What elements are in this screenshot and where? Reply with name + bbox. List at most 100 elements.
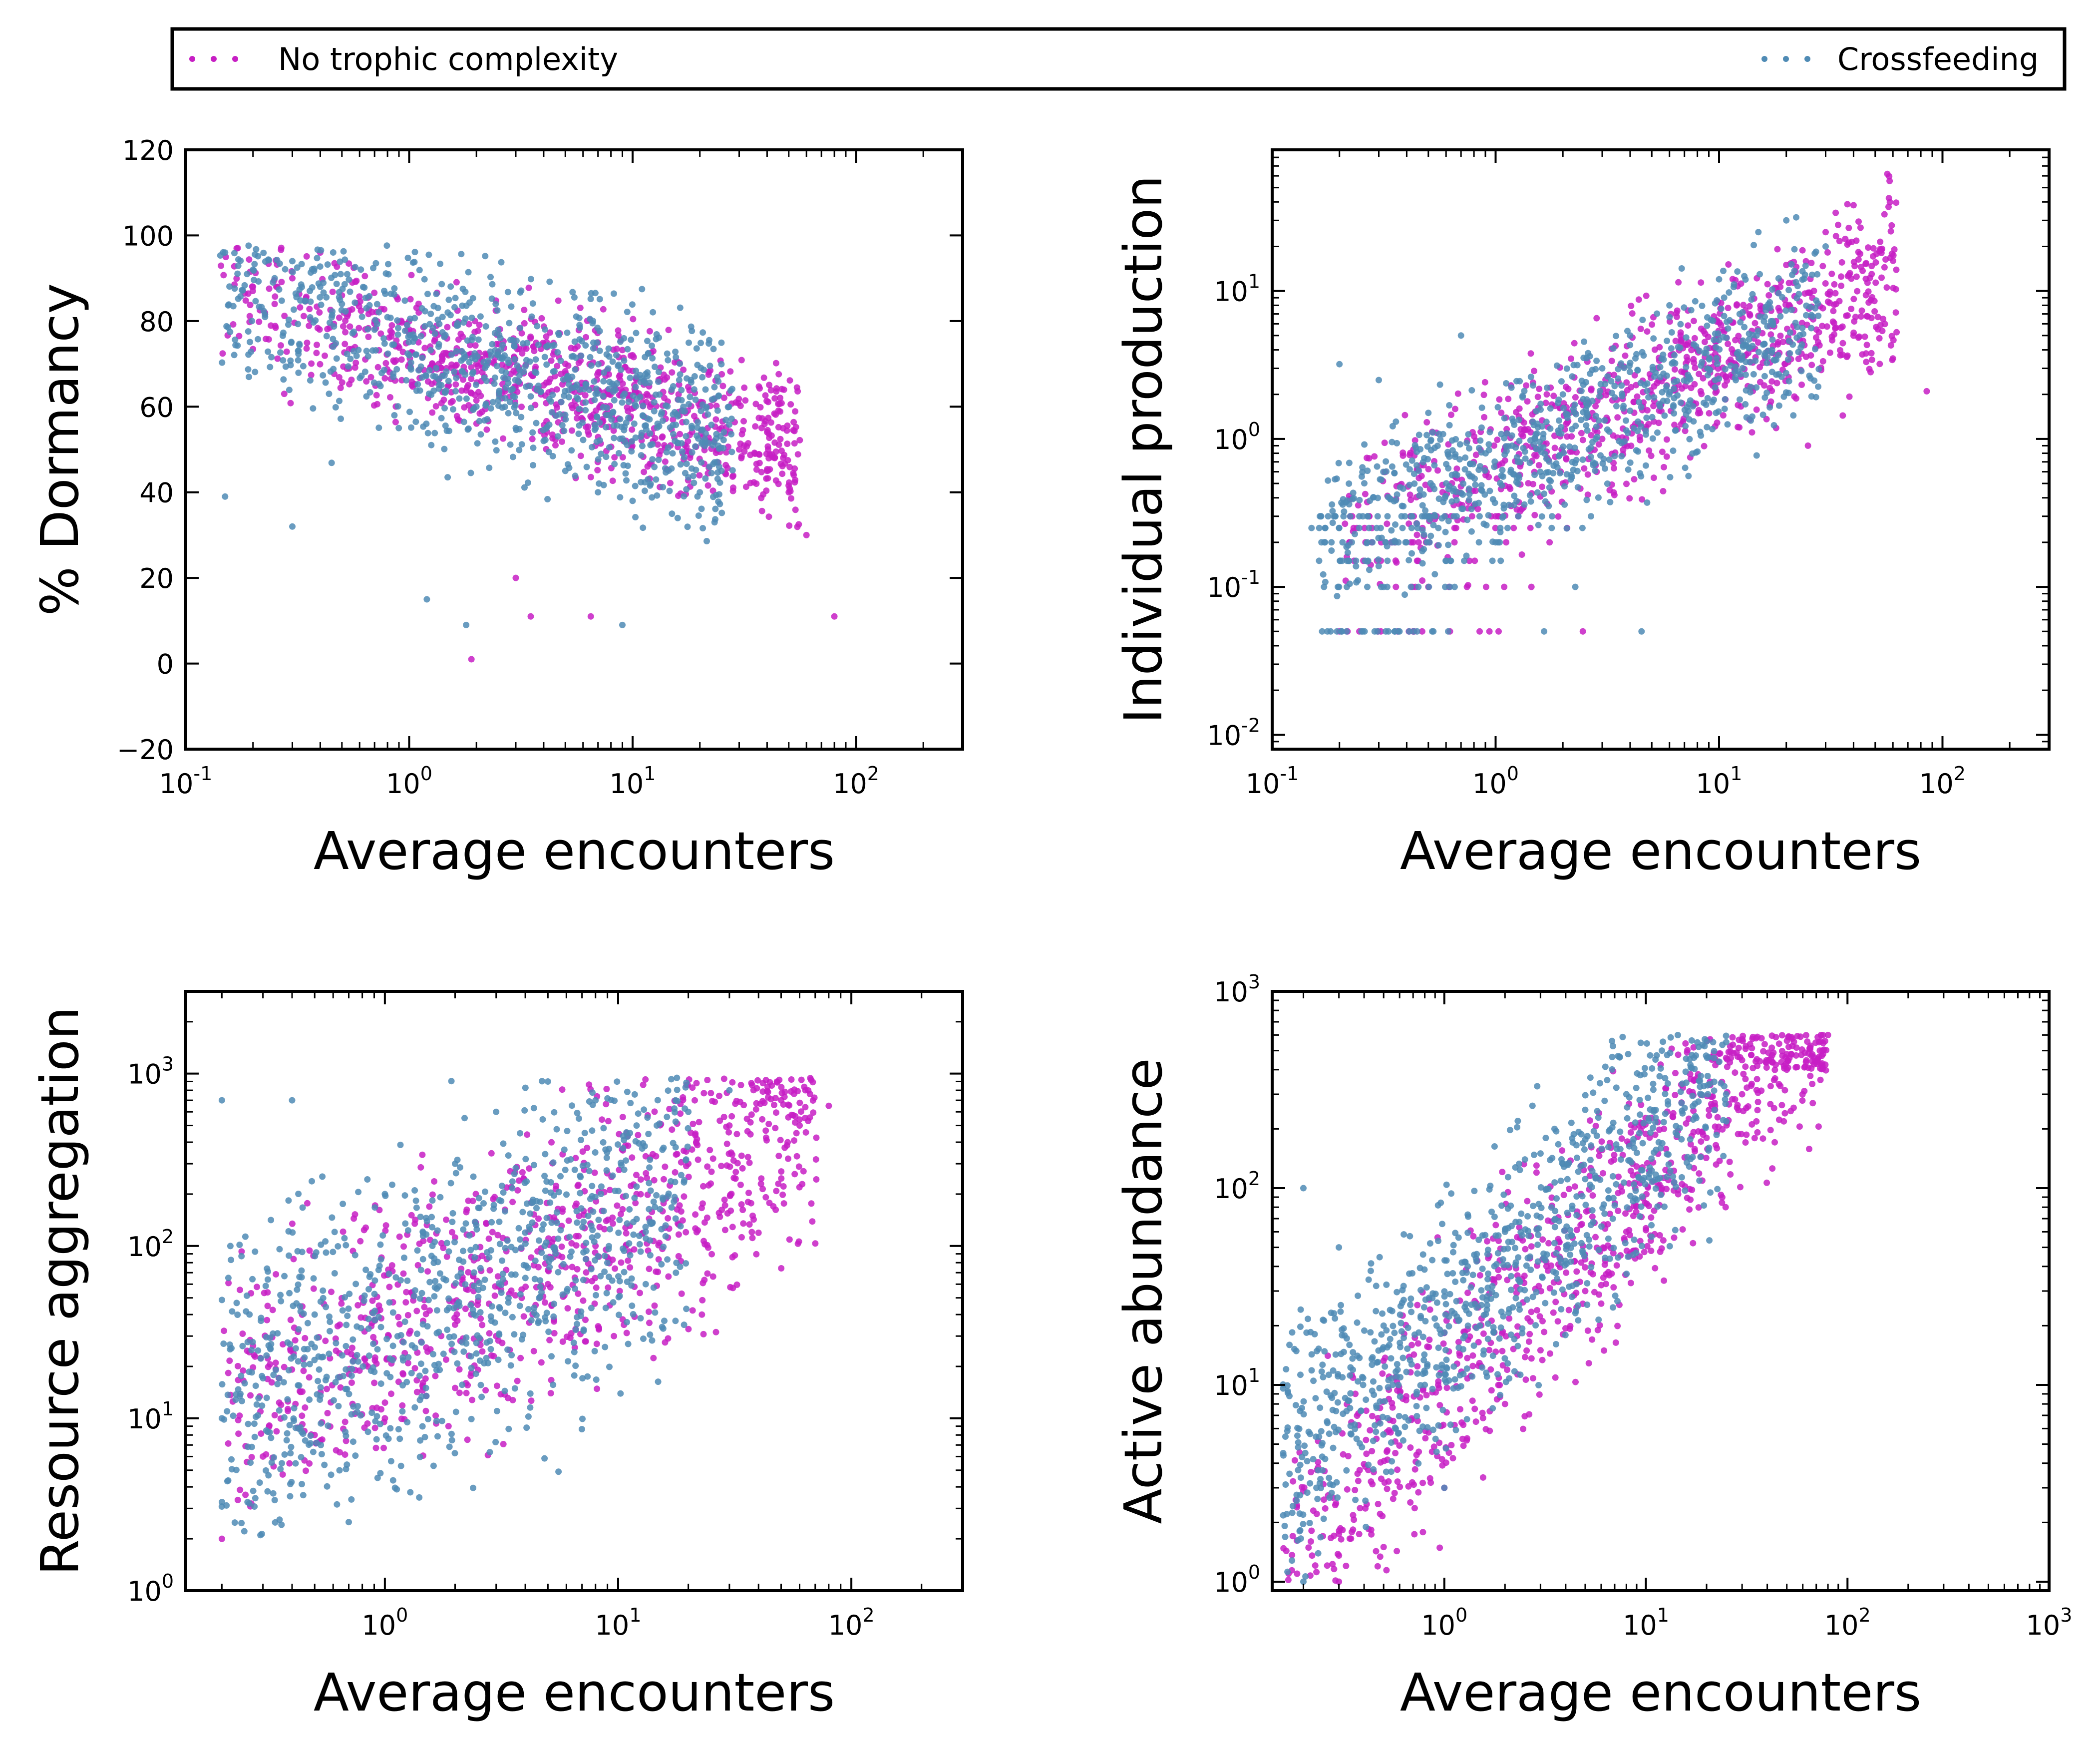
data-point-crossfeeding (726, 421, 732, 428)
data-point-crossfeeding (544, 424, 551, 431)
data-point-crossfeeding (355, 347, 362, 354)
data-point-crossfeeding (1336, 583, 1343, 590)
data-point-crossfeeding (454, 1360, 461, 1367)
data-point-no-trophic (678, 1290, 685, 1297)
data-point-crossfeeding (550, 368, 557, 375)
data-point-no-trophic (559, 438, 565, 445)
data-point-no-trophic (1622, 352, 1629, 359)
data-point-no-trophic (786, 463, 793, 470)
data-point-crossfeeding (1505, 501, 1512, 508)
data-point-crossfeeding (484, 416, 491, 423)
data-point-crossfeeding (349, 330, 356, 337)
axes-frame (1271, 148, 2051, 751)
data-point-no-trophic (738, 454, 745, 461)
data-point-crossfeeding (1329, 507, 1336, 514)
data-point-crossfeeding (1590, 459, 1597, 466)
data-point-no-trophic (237, 1486, 244, 1493)
data-point-no-trophic (1777, 283, 1784, 290)
data-point-no-trophic (273, 1271, 280, 1278)
data-point-crossfeeding (1468, 473, 1475, 480)
data-point-crossfeeding (327, 319, 333, 326)
data-point-no-trophic (371, 1379, 378, 1386)
data-point-no-trophic (677, 431, 684, 437)
data-point-no-trophic (1518, 551, 1525, 558)
data-point-no-trophic (1688, 347, 1695, 354)
data-point-no-trophic (1661, 463, 1667, 470)
data-point-crossfeeding (1651, 394, 1658, 401)
data-point-crossfeeding (653, 391, 659, 398)
data-point-no-trophic (464, 1286, 471, 1293)
data-point-no-trophic (509, 1199, 516, 1206)
data-point-no-trophic (729, 1254, 736, 1261)
data-point-crossfeeding (220, 1340, 227, 1347)
data-point-no-trophic (225, 1280, 232, 1287)
data-point-crossfeeding (1333, 475, 1340, 482)
data-point-crossfeeding (391, 412, 398, 419)
data-point-crossfeeding (1681, 407, 1688, 414)
data-point-crossfeeding (1375, 556, 1382, 563)
data-point-crossfeeding (282, 266, 289, 273)
data-point-no-trophic (796, 1122, 803, 1129)
data-point-no-trophic (1691, 359, 1698, 366)
data-point-no-trophic (1528, 583, 1535, 590)
data-point-crossfeeding (715, 445, 722, 452)
data-point-crossfeeding (1512, 444, 1519, 451)
data-point-crossfeeding (569, 1102, 575, 1109)
data-point-no-trophic (695, 1156, 701, 1163)
data-point-no-trophic (1608, 358, 1615, 365)
data-point-no-trophic (753, 466, 760, 473)
data-point-no-trophic (489, 1229, 496, 1236)
data-point-no-trophic (587, 473, 594, 480)
data-point-no-trophic (582, 1338, 589, 1345)
data-point-crossfeeding (1389, 438, 1396, 445)
data-point-crossfeeding (225, 302, 232, 309)
data-point-no-trophic (675, 1231, 682, 1238)
data-point-no-trophic (412, 1216, 419, 1223)
data-point-crossfeeding (1583, 422, 1590, 429)
data-point-crossfeeding (1736, 311, 1743, 318)
data-point-crossfeeding (364, 353, 371, 360)
data-point-no-trophic (1393, 583, 1400, 590)
data-point-crossfeeding (1406, 481, 1413, 488)
data-point-crossfeeding (1644, 499, 1651, 506)
data-point-crossfeeding (639, 286, 646, 293)
data-point-no-trophic (753, 1100, 760, 1107)
y-tick-label: −20 (117, 734, 174, 766)
data-point-no-trophic (1848, 238, 1855, 245)
data-point-no-trophic (1868, 356, 1875, 363)
data-point-no-trophic (319, 1436, 326, 1443)
data-point-no-trophic (1623, 480, 1630, 487)
data-point-crossfeeding (421, 276, 428, 283)
data-point-no-trophic (1564, 433, 1571, 440)
data-point-no-trophic (1700, 328, 1707, 335)
data-point-crossfeeding (632, 434, 639, 441)
data-point-no-trophic (1482, 583, 1489, 590)
data-point-no-trophic (1844, 201, 1851, 208)
data-point-crossfeeding (666, 487, 673, 494)
data-point-no-trophic (689, 1307, 696, 1314)
data-point-crossfeeding (546, 396, 553, 403)
data-point-crossfeeding (1601, 417, 1608, 424)
data-point-crossfeeding (596, 328, 603, 335)
data-point-no-trophic (641, 468, 648, 475)
data-point-crossfeeding (1713, 410, 1720, 417)
data-point-crossfeeding (1724, 421, 1731, 428)
data-point-no-trophic (1783, 262, 1790, 268)
data-point-crossfeeding (603, 424, 609, 431)
data-point-no-trophic (477, 393, 484, 400)
data-point-crossfeeding (1450, 513, 1457, 520)
data-point-no-trophic (594, 1385, 601, 1392)
data-point-no-trophic (225, 1440, 232, 1447)
data-point-no-trophic (264, 1316, 271, 1323)
data-point-crossfeeding (401, 327, 408, 334)
data-point-crossfeeding (541, 354, 548, 361)
data-point-crossfeeding (1749, 413, 1755, 420)
data-point-no-trophic (448, 361, 455, 368)
data-point-no-trophic (762, 1134, 769, 1141)
data-point-crossfeeding (691, 386, 698, 393)
data-point-no-trophic (773, 388, 780, 395)
data-point-no-trophic (281, 1363, 288, 1370)
data-point-no-trophic (1678, 368, 1685, 375)
data-point-crossfeeding (1642, 462, 1649, 469)
data-point-no-trophic (476, 410, 483, 417)
